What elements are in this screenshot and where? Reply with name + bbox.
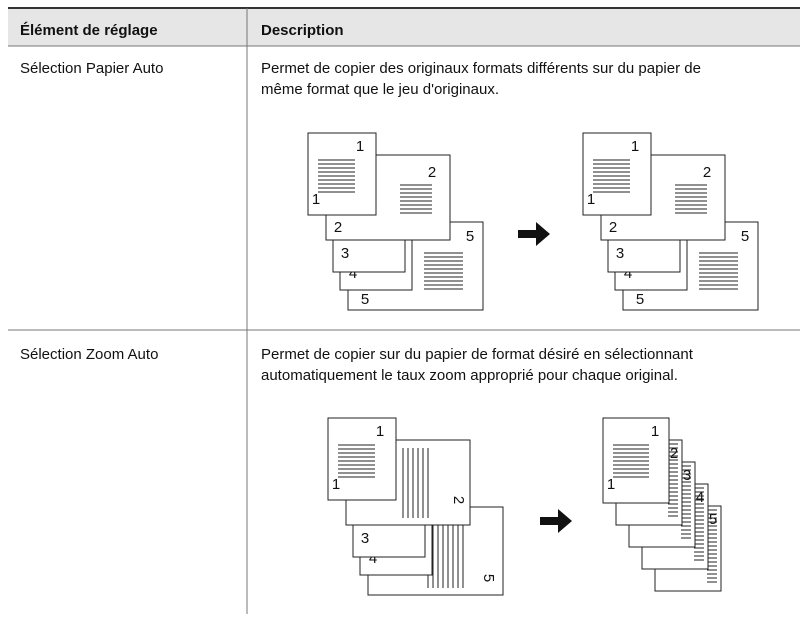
- page-number: 2: [450, 496, 467, 504]
- page-number: 1: [607, 476, 615, 493]
- page-number: 2: [428, 164, 436, 181]
- page-number: 2: [703, 164, 711, 181]
- page-number: 1: [631, 138, 639, 155]
- page-number: 3: [616, 245, 624, 262]
- header-cell: Élément de réglage: [20, 22, 158, 39]
- page-number: 5: [361, 291, 369, 308]
- page-number: 4: [696, 489, 704, 506]
- page-number: 2: [670, 445, 678, 462]
- page-number: 4: [369, 550, 377, 567]
- header-background: [8, 8, 800, 46]
- page-number: 3: [683, 467, 691, 484]
- header-cell: Description: [261, 22, 344, 39]
- item-cell: Sélection Zoom Auto: [20, 346, 158, 363]
- page-number: 5: [709, 511, 717, 528]
- description-line: Permet de copier sur du papier de format…: [261, 346, 694, 363]
- page-number: 1: [332, 476, 340, 493]
- page-number: 5: [636, 291, 644, 308]
- page: [327, 417, 397, 501]
- description-line: automatiquement le taux zoom approprié p…: [261, 367, 678, 384]
- page-number: 5: [480, 574, 497, 582]
- arrow: [540, 509, 572, 533]
- page-number: 1: [651, 423, 659, 440]
- page-number: 1: [312, 191, 320, 208]
- page-number: 3: [361, 530, 369, 547]
- page-number: 1: [587, 191, 595, 208]
- description-line: Permet de copier des originaux formats d…: [261, 60, 701, 77]
- page: [582, 132, 652, 216]
- page-number: 1: [356, 138, 364, 155]
- page: [307, 132, 377, 216]
- page-number: 2: [334, 219, 342, 236]
- item-cell: Sélection Papier Auto: [20, 60, 163, 77]
- page-number: 5: [741, 228, 749, 245]
- page-number: 2: [609, 219, 617, 236]
- page-number: 4: [349, 265, 357, 282]
- page-number: 3: [341, 245, 349, 262]
- arrow: [518, 222, 550, 246]
- page-number: 1: [376, 423, 384, 440]
- page-number: 4: [624, 265, 632, 282]
- page-number: 5: [466, 228, 474, 245]
- description-line: même format que le jeu d'originaux.: [261, 81, 499, 98]
